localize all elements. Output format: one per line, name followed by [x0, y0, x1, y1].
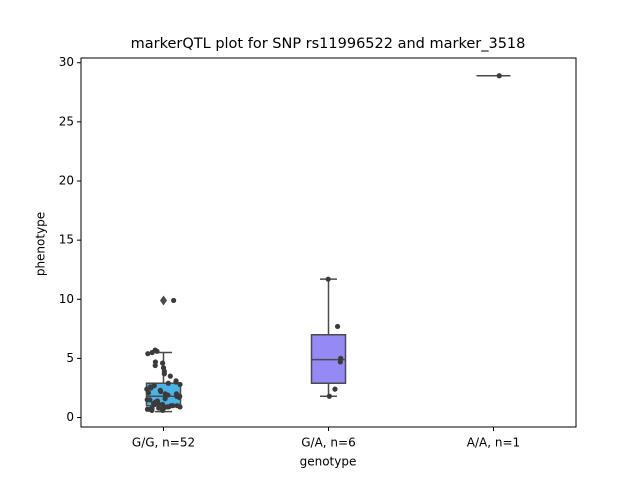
- point: [337, 359, 343, 365]
- point: [154, 348, 160, 354]
- y-tick-label: 15: [59, 233, 74, 247]
- point: [149, 349, 155, 356]
- point: [173, 379, 179, 385]
- chart-title: markerQTL plot for SNP rs11996522 and ma…: [131, 36, 526, 52]
- y-axis-label: phenotype: [34, 212, 48, 276]
- point: [167, 373, 173, 379]
- point: [152, 362, 158, 369]
- point: [165, 392, 171, 398]
- x-tick-label: A/A, n=1: [467, 436, 520, 450]
- point: [145, 351, 151, 357]
- point: [145, 390, 152, 396]
- point: [325, 276, 331, 282]
- x-tick-label: G/G, n=52: [132, 436, 195, 450]
- y-tick-label: 10: [59, 292, 74, 306]
- point: [148, 385, 154, 391]
- point: [496, 73, 502, 79]
- point: [158, 388, 164, 395]
- point: [334, 323, 341, 330]
- point: [176, 394, 182, 401]
- point: [326, 393, 332, 399]
- point: [170, 403, 176, 409]
- point: [159, 360, 166, 366]
- point: [147, 397, 153, 403]
- point: [177, 404, 183, 410]
- point: [160, 407, 166, 414]
- point: [162, 396, 168, 402]
- y-tick-label: 5: [66, 351, 74, 365]
- point: [161, 371, 167, 377]
- y-tick-label: 0: [66, 410, 74, 424]
- point: [171, 297, 177, 304]
- point: [332, 386, 338, 392]
- y-tick-label: 20: [59, 174, 74, 188]
- y-tick-label: 25: [59, 114, 74, 128]
- y-tick-label: 30: [59, 55, 74, 69]
- plot-frame: [80, 57, 577, 428]
- point: [177, 381, 183, 388]
- point: [152, 401, 158, 408]
- x-axis-label: genotype: [300, 455, 357, 469]
- point: [149, 407, 155, 414]
- flier: [160, 295, 167, 306]
- x-tick-label: G/A, n=6: [301, 436, 355, 450]
- point: [165, 380, 171, 386]
